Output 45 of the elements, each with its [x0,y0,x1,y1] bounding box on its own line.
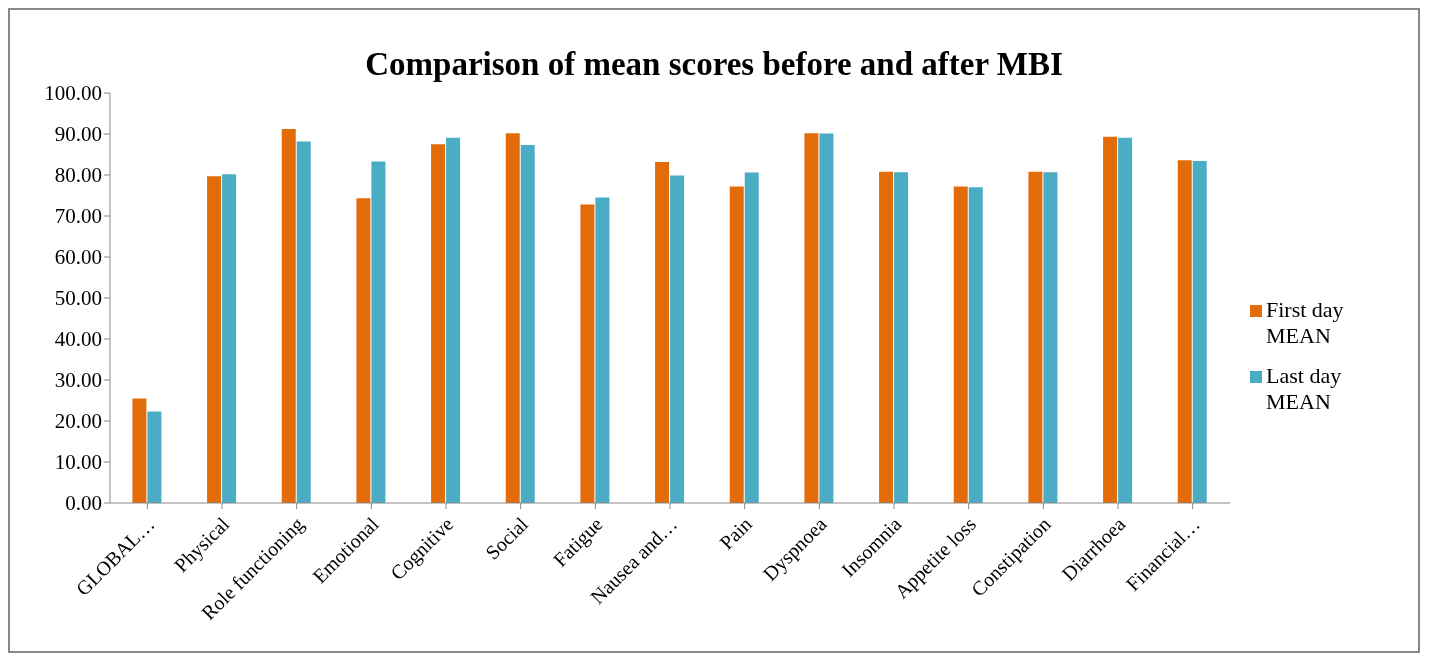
bar [1043,172,1058,503]
bar [804,133,819,503]
bar [1192,161,1207,503]
bar [670,175,685,503]
bar [968,187,983,503]
y-tick-label: 30.00 [54,368,102,393]
bar [207,176,222,503]
bar [431,144,446,503]
bar [520,145,535,503]
bar [356,198,371,503]
bar [953,186,968,503]
bar [1028,171,1043,503]
bar [580,204,595,503]
bar [296,141,311,503]
y-tick-label: 20.00 [54,409,102,434]
bar [744,172,759,503]
x-tick-label: Pain [715,512,756,554]
bar [371,161,386,503]
y-tick-label: 60.00 [54,245,102,270]
bar [655,161,670,503]
bar [819,133,834,503]
bar [1118,137,1133,503]
bar [1177,160,1192,503]
chart-title: Comparison of mean scores before and after MBI [364,46,1064,83]
bar [595,197,610,503]
y-tick-label: 70.00 [54,204,102,229]
bar [132,398,147,503]
legend-label: First day MEAN [1266,297,1345,349]
bar [505,133,520,503]
bar [894,172,909,503]
bar [281,129,296,503]
bar [222,174,237,503]
y-tick-label: 80.00 [54,163,102,188]
bar [446,137,461,503]
bar [1103,136,1118,503]
y-tick-label: 90.00 [54,122,102,147]
bar [147,411,162,503]
y-tick-label: 40.00 [54,327,102,352]
y-tick-label: 10.00 [54,450,102,475]
y-tick-label: 50.00 [54,286,102,311]
legend-label: Last day MEAN [1266,363,1343,415]
y-tick-label: 100.00 [44,81,102,106]
bar [879,171,894,503]
y-tick-label: 0.00 [65,491,102,516]
bar [729,186,744,503]
